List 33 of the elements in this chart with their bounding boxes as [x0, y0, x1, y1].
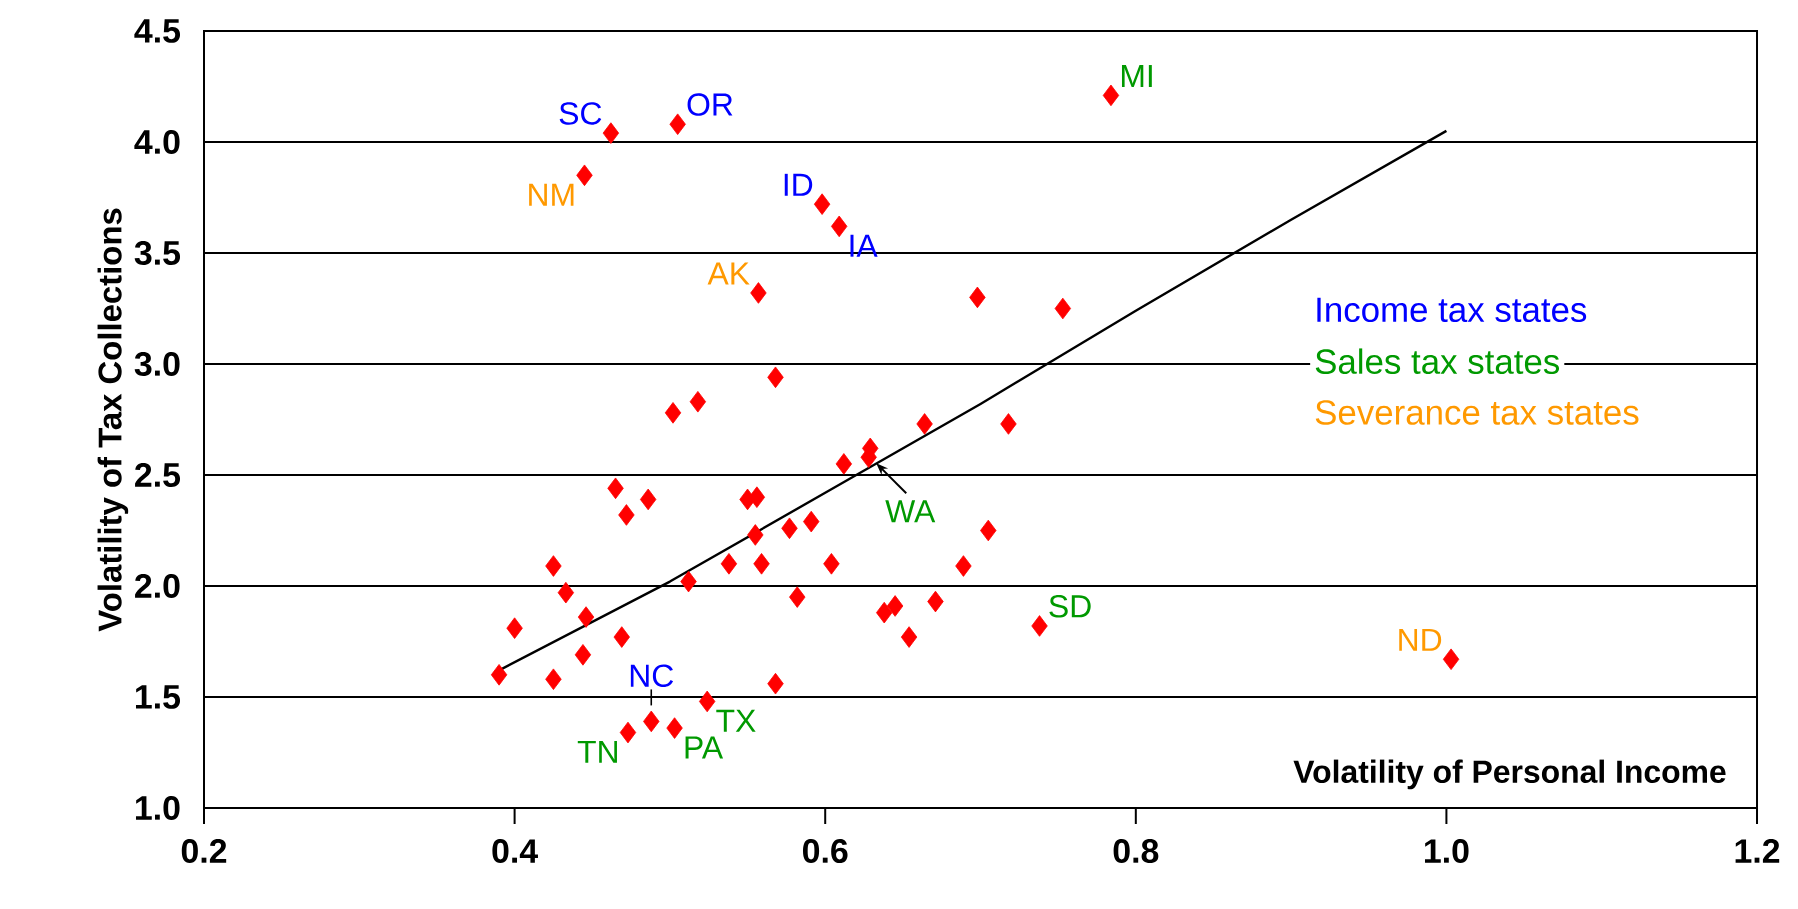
annotation: IA: [850, 234, 878, 257]
y-tick-label: 4.5: [134, 19, 181, 43]
annotation: PA: [685, 736, 724, 759]
x-axis-title: Volatility of Personal Income: [1293, 759, 1726, 790]
x-tick-label: 0.4: [492, 839, 538, 864]
y-tick-label: 1.5: [135, 685, 181, 709]
y-tick-label: 1.0: [135, 796, 180, 820]
annotation: Sales tax states: [1315, 348, 1560, 375]
x-tick-label: 0.2: [181, 839, 227, 864]
x-tick-label: 1.0: [1424, 839, 1469, 864]
annotation: TX: [716, 709, 756, 732]
y-axis-title: Volatility of Tax Collections: [97, 208, 129, 632]
annotation: SD: [1049, 595, 1091, 618]
x-tick-label: 0.8: [1113, 839, 1159, 864]
annotation: TN: [577, 740, 617, 763]
annotation: AK: [707, 262, 750, 285]
x-tick-label: 0.6: [803, 839, 848, 864]
annotation: MI: [1121, 65, 1152, 87]
annotation: ND: [1399, 628, 1442, 651]
y-tick-label: 4.0: [134, 130, 180, 154]
y-tick-label: 3.5: [134, 240, 181, 266]
annotation: Income tax states: [1317, 297, 1587, 323]
x-tick-label: 1.2: [1735, 839, 1780, 863]
annotation: Severance tax states: [1315, 400, 1639, 425]
annotation: SC: [559, 102, 602, 125]
annotation: ID: [784, 173, 813, 196]
annotation: WA: [885, 500, 936, 523]
y-tick-label: 2.0: [135, 574, 180, 598]
annotation: OR: [687, 93, 733, 116]
y-tick-label: 2.5: [135, 463, 181, 487]
y-tick-label: 3.0: [134, 351, 180, 377]
annotation: NM: [529, 183, 574, 206]
annotation: NC: [630, 664, 674, 688]
